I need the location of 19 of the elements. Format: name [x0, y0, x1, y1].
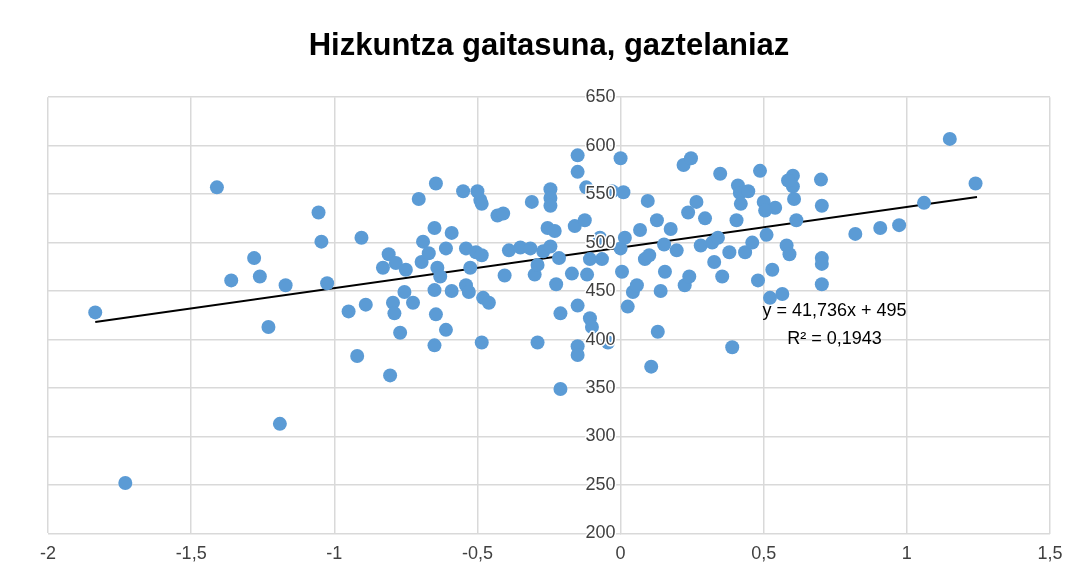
x-tick-label: -2	[39, 543, 57, 564]
y-tick-label: 250	[585, 473, 616, 494]
x-tick-label: 1	[901, 543, 912, 564]
x-tick-label: 0,5	[751, 543, 777, 564]
chart-title: Hizkuntza gaitasuna, gaztelaniaz	[308, 27, 790, 63]
x-tick-label: 1,5	[1037, 543, 1063, 564]
y-tick-label: 300	[585, 425, 616, 446]
y-tick-label: 400	[585, 328, 616, 349]
x-tick-label: -1,5	[175, 543, 207, 564]
y-tick-label: 600	[585, 134, 616, 155]
x-tick-label: -1	[326, 543, 343, 564]
y-tick-label: 350	[585, 376, 616, 397]
annotation: y = 41,736x + 495	[762, 299, 907, 320]
y-tick-label: 450	[585, 280, 616, 301]
y-tick-label: 650	[585, 86, 616, 107]
y-tick-label: 200	[585, 522, 616, 543]
annotation: R² = 0,1943	[787, 327, 882, 348]
x-tick-label: -0,5	[461, 543, 493, 564]
x-tick-label: 0	[615, 543, 626, 564]
